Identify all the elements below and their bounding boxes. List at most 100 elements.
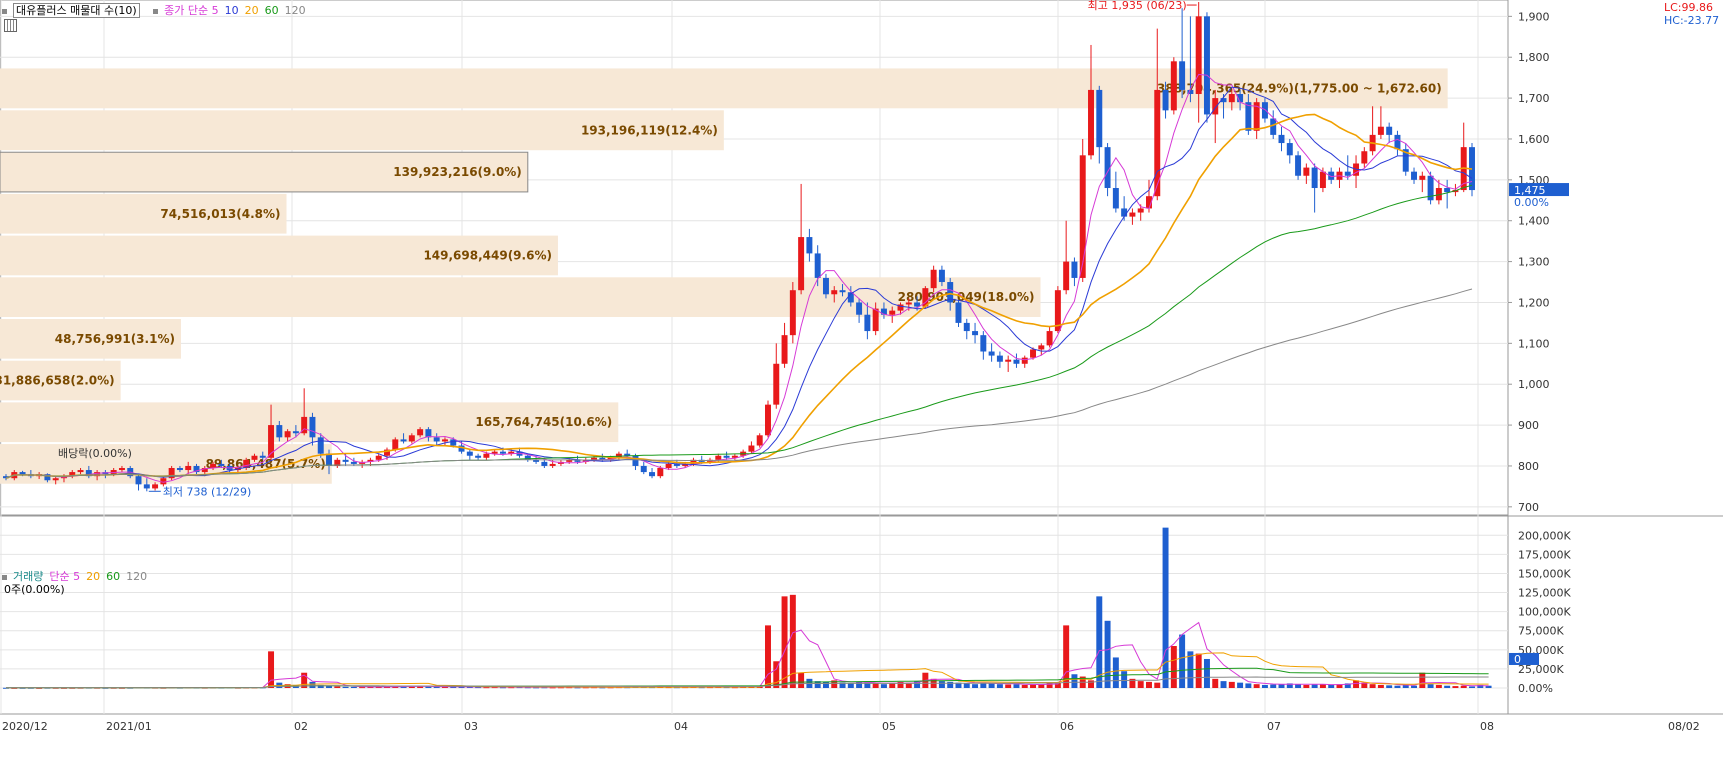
candle-body — [334, 459, 341, 466]
volume-ma-line-60 — [6, 667, 1489, 689]
candle-body — [947, 282, 954, 303]
candle-body — [1237, 94, 1244, 103]
legend-volume[interactable]: 거래량 — [13, 570, 44, 583]
x-axis-label: 05 — [882, 720, 896, 733]
chart-title[interactable]: 대유플러스 매물대 수(10) — [13, 3, 140, 18]
volume-bar — [433, 686, 440, 688]
candle-body — [1046, 331, 1053, 346]
volume-tick-label: 0.00% — [1518, 682, 1553, 695]
candle-body — [673, 463, 680, 466]
volume-bar — [856, 681, 863, 688]
volume-profile-label: 149,698,449(9.6%) — [423, 248, 552, 262]
price-tick-label: 1,700 — [1518, 92, 1550, 105]
volume-profile-label: 31,886,658(2.0%) — [0, 374, 115, 388]
candle-body — [864, 314, 871, 332]
volume-bar — [847, 683, 854, 688]
candle-body — [731, 455, 738, 458]
candle-body — [52, 478, 59, 481]
candle-body — [292, 431, 299, 434]
ma-line-120 — [5, 288, 1473, 479]
volume-profile-label: 193,196,119(12.4%) — [581, 123, 718, 137]
x-axis-label: 2021/01 — [106, 720, 152, 733]
legend-bullet-icon — [2, 574, 7, 580]
candle-body — [756, 435, 763, 446]
volume-bar — [326, 685, 332, 688]
volume-bar — [872, 683, 879, 688]
volume-bar — [599, 687, 606, 689]
volume-bar — [450, 686, 457, 688]
candle-body — [657, 467, 664, 477]
current-price-box — [1509, 183, 1569, 197]
x-axis-label: 07 — [1267, 720, 1281, 733]
candle-body — [649, 472, 656, 477]
volume-bar — [400, 686, 407, 688]
legend-ma20[interactable]: 20 — [244, 4, 259, 17]
candle-body — [582, 459, 589, 462]
candle-body — [1303, 167, 1310, 176]
legend-vol-ma60[interactable]: 60 — [106, 570, 121, 583]
volume-bar — [1179, 634, 1186, 688]
candle-body — [922, 288, 929, 307]
candle-body — [44, 474, 51, 481]
candle-body — [1319, 171, 1326, 189]
volume-bar — [914, 681, 921, 688]
legend-ma5[interactable]: 종가 단순 5 — [164, 4, 219, 17]
table-toggle-icon[interactable] — [4, 19, 17, 32]
candle-body — [210, 463, 217, 468]
current-change-label: 0.00% — [1514, 196, 1549, 209]
volume-bar — [1328, 684, 1335, 688]
volume-bar — [1030, 684, 1037, 688]
candle-body — [417, 429, 424, 436]
price-legend: 대유플러스 매물대 수(10) 종가 단순 5 10 20 60 120 — [2, 2, 312, 18]
volume-bar — [1435, 684, 1442, 688]
candle-body — [1030, 349, 1037, 358]
volume-bar — [1245, 683, 1252, 688]
candle-body — [408, 435, 415, 442]
volume-bar — [1452, 686, 1459, 688]
volume-bar — [1444, 685, 1451, 688]
volume-bar — [897, 681, 904, 688]
candle-body — [143, 484, 150, 489]
candle-body — [1402, 149, 1409, 172]
volume-bar — [1021, 684, 1028, 688]
candle-body — [384, 449, 390, 456]
legend-ma60[interactable]: 60 — [264, 4, 279, 17]
candle-body — [599, 457, 606, 460]
candle-body — [301, 416, 308, 434]
volume-bar — [798, 672, 805, 688]
candle-body — [765, 404, 771, 436]
candle-body — [251, 455, 258, 460]
volume-bar — [309, 681, 316, 688]
candle-body — [375, 455, 382, 460]
volume-bar — [1129, 678, 1136, 688]
candle-body — [168, 467, 175, 479]
candle-body — [856, 302, 863, 315]
legend-ma120[interactable]: 120 — [284, 4, 306, 17]
candle-body — [574, 459, 581, 462]
volume-profile-band — [0, 318, 181, 359]
candle-body — [309, 416, 316, 438]
candle-body — [988, 351, 995, 356]
legend-vol-ma5[interactable]: 단순 5 — [49, 570, 81, 583]
candle-body — [392, 439, 399, 450]
volume-bar — [301, 672, 308, 688]
candle-body — [19, 472, 26, 475]
candle-body — [938, 269, 945, 283]
legend-vol-ma120[interactable]: 120 — [126, 570, 148, 583]
volume-bar — [963, 683, 970, 688]
volume-bar — [1485, 685, 1492, 688]
volume-bar — [574, 687, 581, 689]
volume-bar — [814, 681, 821, 688]
candle-body — [682, 463, 689, 466]
candle-body — [1295, 155, 1302, 176]
candle-body — [466, 451, 473, 456]
volume-bar — [1311, 684, 1318, 688]
volume-bar — [889, 683, 896, 688]
current-volume-label: 0 — [1514, 653, 1521, 666]
legend-vol-ma20[interactable]: 20 — [86, 570, 101, 583]
legend-ma10[interactable]: 10 — [224, 4, 239, 17]
volume-bar — [996, 684, 1003, 688]
volume-bar — [1460, 685, 1467, 688]
candle-body — [1245, 102, 1252, 131]
